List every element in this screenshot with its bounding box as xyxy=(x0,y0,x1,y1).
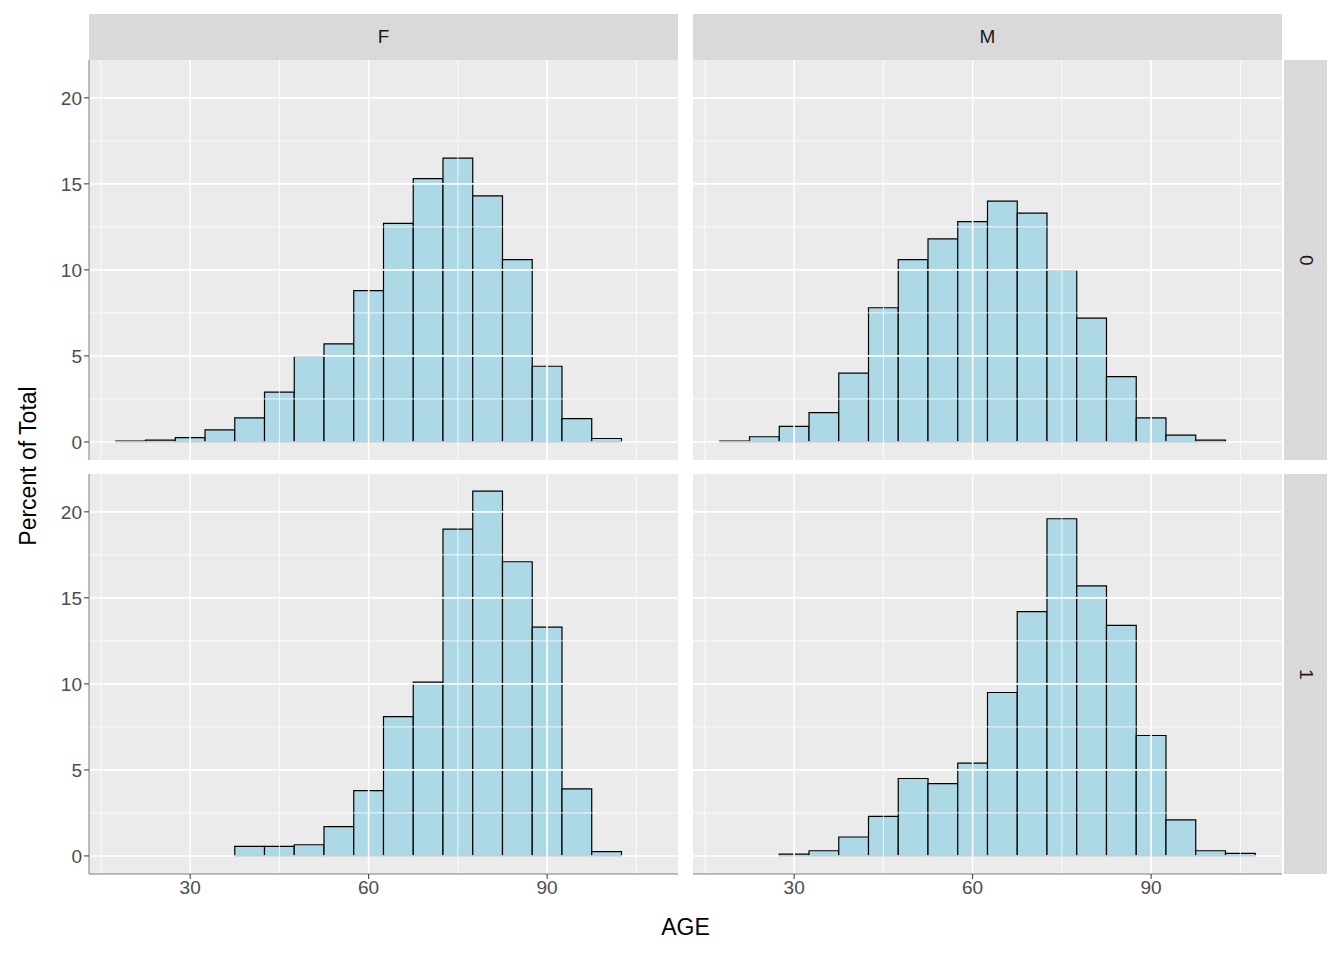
svg-text:20: 20 xyxy=(61,88,82,109)
html-text:AGE: AGE xyxy=(661,914,710,940)
svg-text:90: 90 xyxy=(537,877,558,898)
svg-text:90: 90 xyxy=(1141,877,1162,898)
svg-text:5: 5 xyxy=(71,760,82,781)
html-text:Percent of Total: Percent of Total xyxy=(15,386,41,546)
svg-text:20: 20 xyxy=(61,502,82,523)
svg-text:30: 30 xyxy=(180,877,201,898)
svg-text:5: 5 xyxy=(71,346,82,367)
svg-text:10: 10 xyxy=(61,674,82,695)
html-text:1: 1 xyxy=(1295,668,1317,680)
svg-text:0: 0 xyxy=(71,432,82,453)
svg-text:60: 60 xyxy=(962,877,983,898)
html-text:0: 0 xyxy=(1295,254,1317,266)
svg-text:10: 10 xyxy=(61,260,82,281)
html-text:M: M xyxy=(979,26,996,47)
svg-text:30: 30 xyxy=(784,877,805,898)
svg-text:15: 15 xyxy=(61,588,82,609)
svg-text:0: 0 xyxy=(71,846,82,867)
svg-text:15: 15 xyxy=(61,174,82,195)
html-text:F: F xyxy=(377,26,390,47)
svg-text:60: 60 xyxy=(358,877,379,898)
